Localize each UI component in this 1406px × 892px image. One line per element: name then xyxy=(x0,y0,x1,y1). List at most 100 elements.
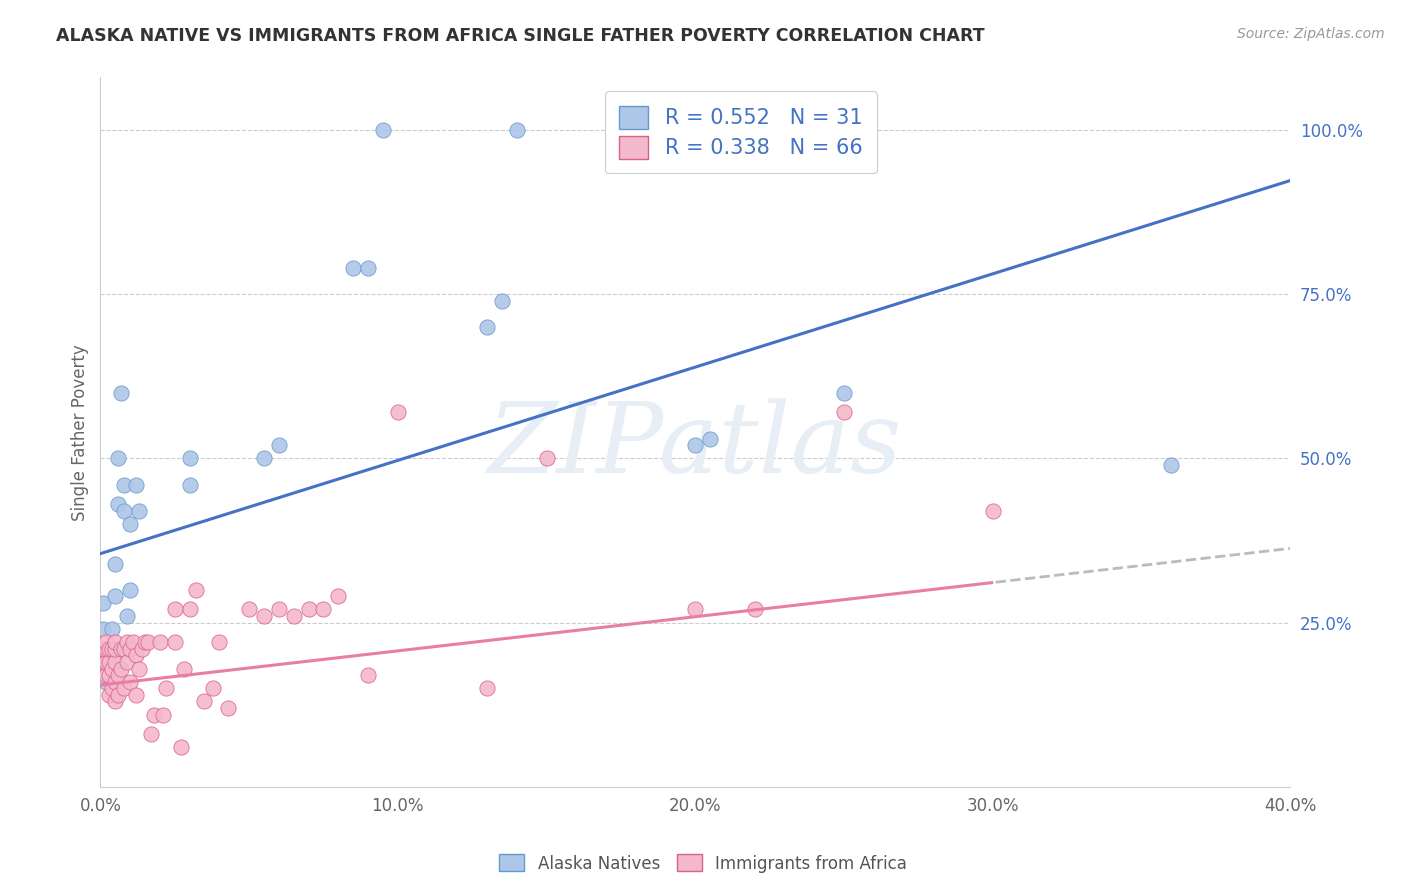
Point xyxy=(357,260,380,275)
Point xyxy=(101,681,124,696)
Point xyxy=(253,451,276,466)
Point xyxy=(139,727,162,741)
Point xyxy=(267,438,290,452)
Point xyxy=(128,662,150,676)
Point xyxy=(184,582,207,597)
Point xyxy=(152,707,174,722)
Point xyxy=(981,504,1004,518)
Point xyxy=(91,655,114,669)
Point xyxy=(371,123,394,137)
Point xyxy=(217,701,239,715)
Point xyxy=(98,668,121,682)
Point xyxy=(173,662,195,676)
Point xyxy=(91,622,114,636)
Point xyxy=(110,385,132,400)
Legend: Alaska Natives, Immigrants from Africa: Alaska Natives, Immigrants from Africa xyxy=(492,847,914,880)
Point xyxy=(104,674,127,689)
Point xyxy=(112,477,135,491)
Text: ALASKA NATIVE VS IMMIGRANTS FROM AFRICA SINGLE FATHER POVERTY CORRELATION CHART: ALASKA NATIVE VS IMMIGRANTS FROM AFRICA … xyxy=(56,27,984,45)
Point xyxy=(120,517,142,532)
Point xyxy=(104,655,127,669)
Point xyxy=(297,602,319,616)
Point xyxy=(193,694,215,708)
Point xyxy=(179,602,201,616)
Point xyxy=(506,123,529,137)
Point xyxy=(115,609,138,624)
Point xyxy=(125,648,148,663)
Point xyxy=(149,635,172,649)
Point xyxy=(107,497,129,511)
Point xyxy=(98,688,121,702)
Point xyxy=(134,635,156,649)
Point xyxy=(832,385,855,400)
Point xyxy=(98,655,121,669)
Point xyxy=(115,635,138,649)
Point xyxy=(91,596,114,610)
Point xyxy=(125,688,148,702)
Y-axis label: Single Father Poverty: Single Father Poverty xyxy=(72,343,89,521)
Point xyxy=(155,681,177,696)
Point xyxy=(267,602,290,616)
Point xyxy=(104,635,127,649)
Point xyxy=(98,655,121,669)
Point xyxy=(253,609,276,624)
Point xyxy=(744,602,766,616)
Point xyxy=(104,694,127,708)
Point xyxy=(169,740,191,755)
Point xyxy=(110,641,132,656)
Point xyxy=(699,432,721,446)
Point xyxy=(120,674,142,689)
Point xyxy=(238,602,260,616)
Point xyxy=(104,641,127,656)
Point xyxy=(208,635,231,649)
Point xyxy=(536,451,558,466)
Point xyxy=(128,504,150,518)
Point xyxy=(136,635,159,649)
Point xyxy=(832,405,855,419)
Point xyxy=(96,635,118,649)
Point xyxy=(328,590,350,604)
Point xyxy=(357,668,380,682)
Point xyxy=(96,674,118,689)
Point xyxy=(342,260,364,275)
Point xyxy=(683,602,706,616)
Point xyxy=(312,602,335,616)
Point xyxy=(125,477,148,491)
Point xyxy=(107,451,129,466)
Point xyxy=(96,668,118,682)
Point xyxy=(91,641,114,656)
Point xyxy=(122,635,145,649)
Point xyxy=(1160,458,1182,472)
Point xyxy=(96,641,118,656)
Point xyxy=(387,405,409,419)
Point xyxy=(104,557,127,571)
Point xyxy=(491,293,513,308)
Point xyxy=(475,681,498,696)
Point xyxy=(112,681,135,696)
Text: ZIPatlas: ZIPatlas xyxy=(488,399,903,494)
Point xyxy=(107,668,129,682)
Point xyxy=(98,641,121,656)
Point xyxy=(112,504,135,518)
Point xyxy=(179,451,201,466)
Point xyxy=(115,655,138,669)
Point xyxy=(96,655,118,669)
Point xyxy=(163,602,186,616)
Point xyxy=(101,641,124,656)
Point xyxy=(101,662,124,676)
Point xyxy=(683,438,706,452)
Point xyxy=(163,635,186,649)
Point xyxy=(179,477,201,491)
Point xyxy=(104,590,127,604)
Point xyxy=(112,641,135,656)
Legend: R = 0.552   N = 31, R = 0.338   N = 66: R = 0.552 N = 31, R = 0.338 N = 66 xyxy=(605,91,877,173)
Point xyxy=(131,641,153,656)
Point xyxy=(475,320,498,334)
Point xyxy=(107,688,129,702)
Point xyxy=(120,641,142,656)
Point xyxy=(91,648,114,663)
Text: Source: ZipAtlas.com: Source: ZipAtlas.com xyxy=(1237,27,1385,41)
Point xyxy=(101,622,124,636)
Point xyxy=(283,609,305,624)
Point xyxy=(202,681,225,696)
